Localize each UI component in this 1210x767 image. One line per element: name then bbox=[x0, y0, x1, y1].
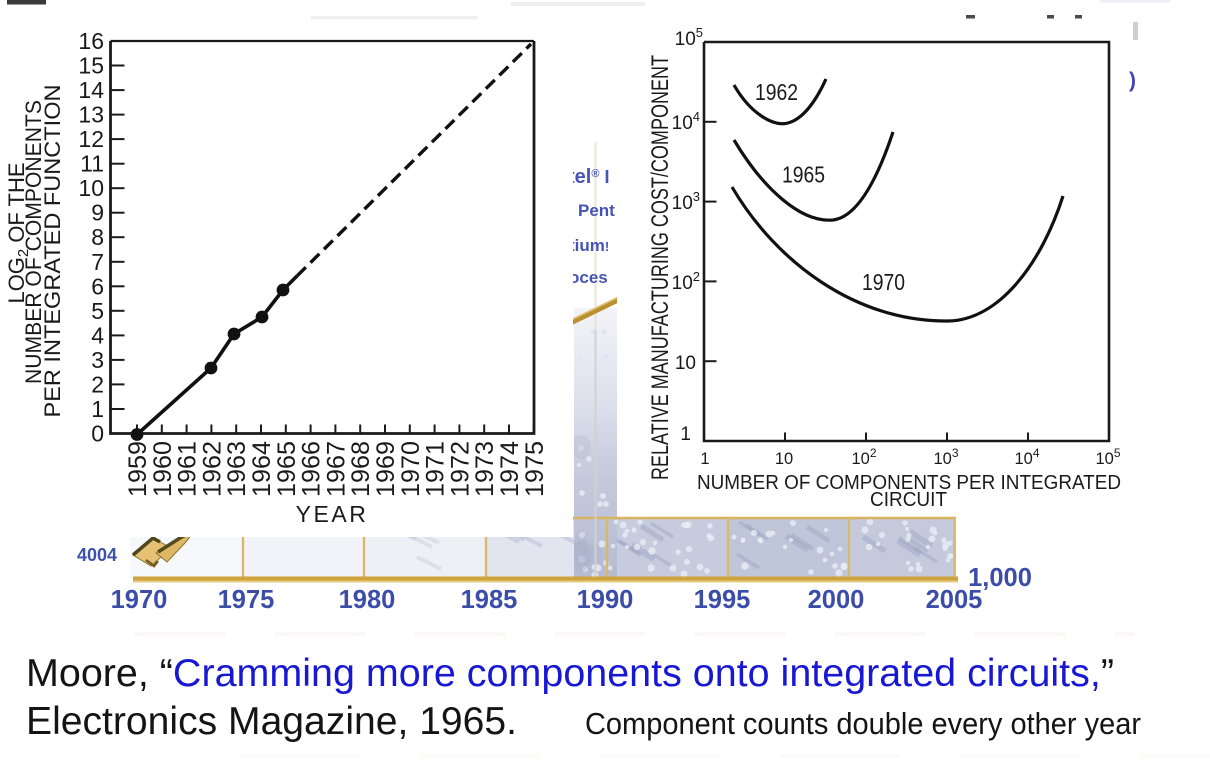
svg-text:1969: 1969 bbox=[372, 441, 400, 497]
svg-text:1990: 1990 bbox=[577, 586, 634, 614]
svg-text:PER INTEGRATED FUNCTION: PER INTEGRATED FUNCTION bbox=[40, 85, 65, 418]
svg-text:4004: 4004 bbox=[77, 545, 117, 565]
svg-text:12: 12 bbox=[78, 126, 104, 152]
svg-text:1963: 1963 bbox=[223, 441, 251, 497]
svg-text:0: 0 bbox=[91, 421, 104, 447]
svg-text:1995: 1995 bbox=[694, 586, 751, 614]
svg-text:10: 10 bbox=[78, 175, 104, 201]
svg-text:1973: 1973 bbox=[471, 441, 499, 497]
svg-text:4: 4 bbox=[91, 322, 104, 348]
svg-text:2000: 2000 bbox=[808, 586, 865, 614]
svg-text:1970: 1970 bbox=[862, 269, 905, 295]
svg-text:5: 5 bbox=[91, 298, 104, 324]
svg-text:oces: oces bbox=[569, 268, 608, 287]
svg-text:1980: 1980 bbox=[339, 586, 396, 614]
svg-text:15: 15 bbox=[78, 53, 104, 79]
svg-text:Pent: Pent bbox=[578, 201, 615, 220]
svg-text:16: 16 bbox=[78, 28, 104, 54]
svg-text:1961: 1961 bbox=[174, 441, 202, 497]
svg-text:8: 8 bbox=[91, 224, 104, 250]
svg-text:9: 9 bbox=[91, 200, 104, 226]
svg-text:1967: 1967 bbox=[322, 441, 350, 497]
svg-text:3: 3 bbox=[91, 347, 104, 373]
svg-text:1970: 1970 bbox=[397, 441, 425, 497]
svg-text:10: 10 bbox=[775, 450, 793, 468]
svg-text:1975: 1975 bbox=[521, 441, 549, 497]
svg-text:NUMBER OF COMPONENTS: NUMBER OF COMPONENTS bbox=[21, 100, 46, 384]
svg-text:1960: 1960 bbox=[149, 441, 177, 497]
svg-text:1,000: 1,000 bbox=[968, 564, 1032, 592]
svg-text:1: 1 bbox=[91, 396, 104, 422]
svg-text:1966: 1966 bbox=[298, 441, 326, 497]
svg-text:1971: 1971 bbox=[422, 441, 450, 497]
svg-text:Moore, “Cramming more componen: Moore, “Cramming more components onto in… bbox=[26, 652, 1114, 695]
svg-text:Electronics Magazine, 1965.: Electronics Magazine, 1965. bbox=[26, 700, 517, 743]
svg-text:7: 7 bbox=[91, 249, 104, 275]
svg-text:1962: 1962 bbox=[198, 441, 226, 497]
svg-text:1974: 1974 bbox=[496, 441, 524, 497]
svg-text:1972: 1972 bbox=[446, 441, 474, 497]
svg-text:tium!: tium! bbox=[569, 236, 609, 255]
svg-text:2: 2 bbox=[91, 371, 104, 397]
svg-text:1965: 1965 bbox=[782, 162, 825, 188]
svg-text:1: 1 bbox=[700, 450, 709, 468]
svg-text:105: 105 bbox=[675, 25, 703, 50]
svg-text:): ) bbox=[1129, 69, 1136, 92]
svg-text:10: 10 bbox=[675, 353, 696, 374]
svg-text:1962: 1962 bbox=[755, 79, 798, 105]
svg-text:RELATIVE MANUFACTURING COST/CO: RELATIVE MANUFACTURING COST/COMPONENT bbox=[647, 55, 674, 480]
svg-text:tel® I: tel® I bbox=[568, 166, 609, 188]
svg-text:1964: 1964 bbox=[248, 441, 276, 497]
svg-text:1975: 1975 bbox=[218, 586, 275, 614]
svg-text:11: 11 bbox=[80, 151, 104, 177]
svg-text:13: 13 bbox=[78, 102, 104, 128]
svg-text:LOG2 OF THE: LOG2 OF THE bbox=[4, 163, 32, 304]
svg-text:1968: 1968 bbox=[347, 441, 375, 497]
svg-text:CIRCUIT: CIRCUIT bbox=[870, 489, 947, 511]
svg-text:NUMBER OF COMPONENTS PER INTEG: NUMBER OF COMPONENTS PER INTEGRATED bbox=[697, 472, 1121, 494]
svg-text:YEAR: YEAR bbox=[296, 501, 369, 527]
svg-text:Component counts double every: Component counts double every other year bbox=[585, 706, 1141, 741]
svg-text:1965: 1965 bbox=[273, 441, 301, 497]
svg-text:1: 1 bbox=[680, 424, 691, 445]
svg-text:1959: 1959 bbox=[124, 441, 152, 497]
svg-text:2005: 2005 bbox=[926, 586, 983, 614]
svg-text:14: 14 bbox=[78, 77, 104, 103]
svg-text:6: 6 bbox=[91, 273, 104, 299]
svg-text:1985: 1985 bbox=[461, 586, 518, 614]
svg-text:1970: 1970 bbox=[111, 586, 168, 614]
